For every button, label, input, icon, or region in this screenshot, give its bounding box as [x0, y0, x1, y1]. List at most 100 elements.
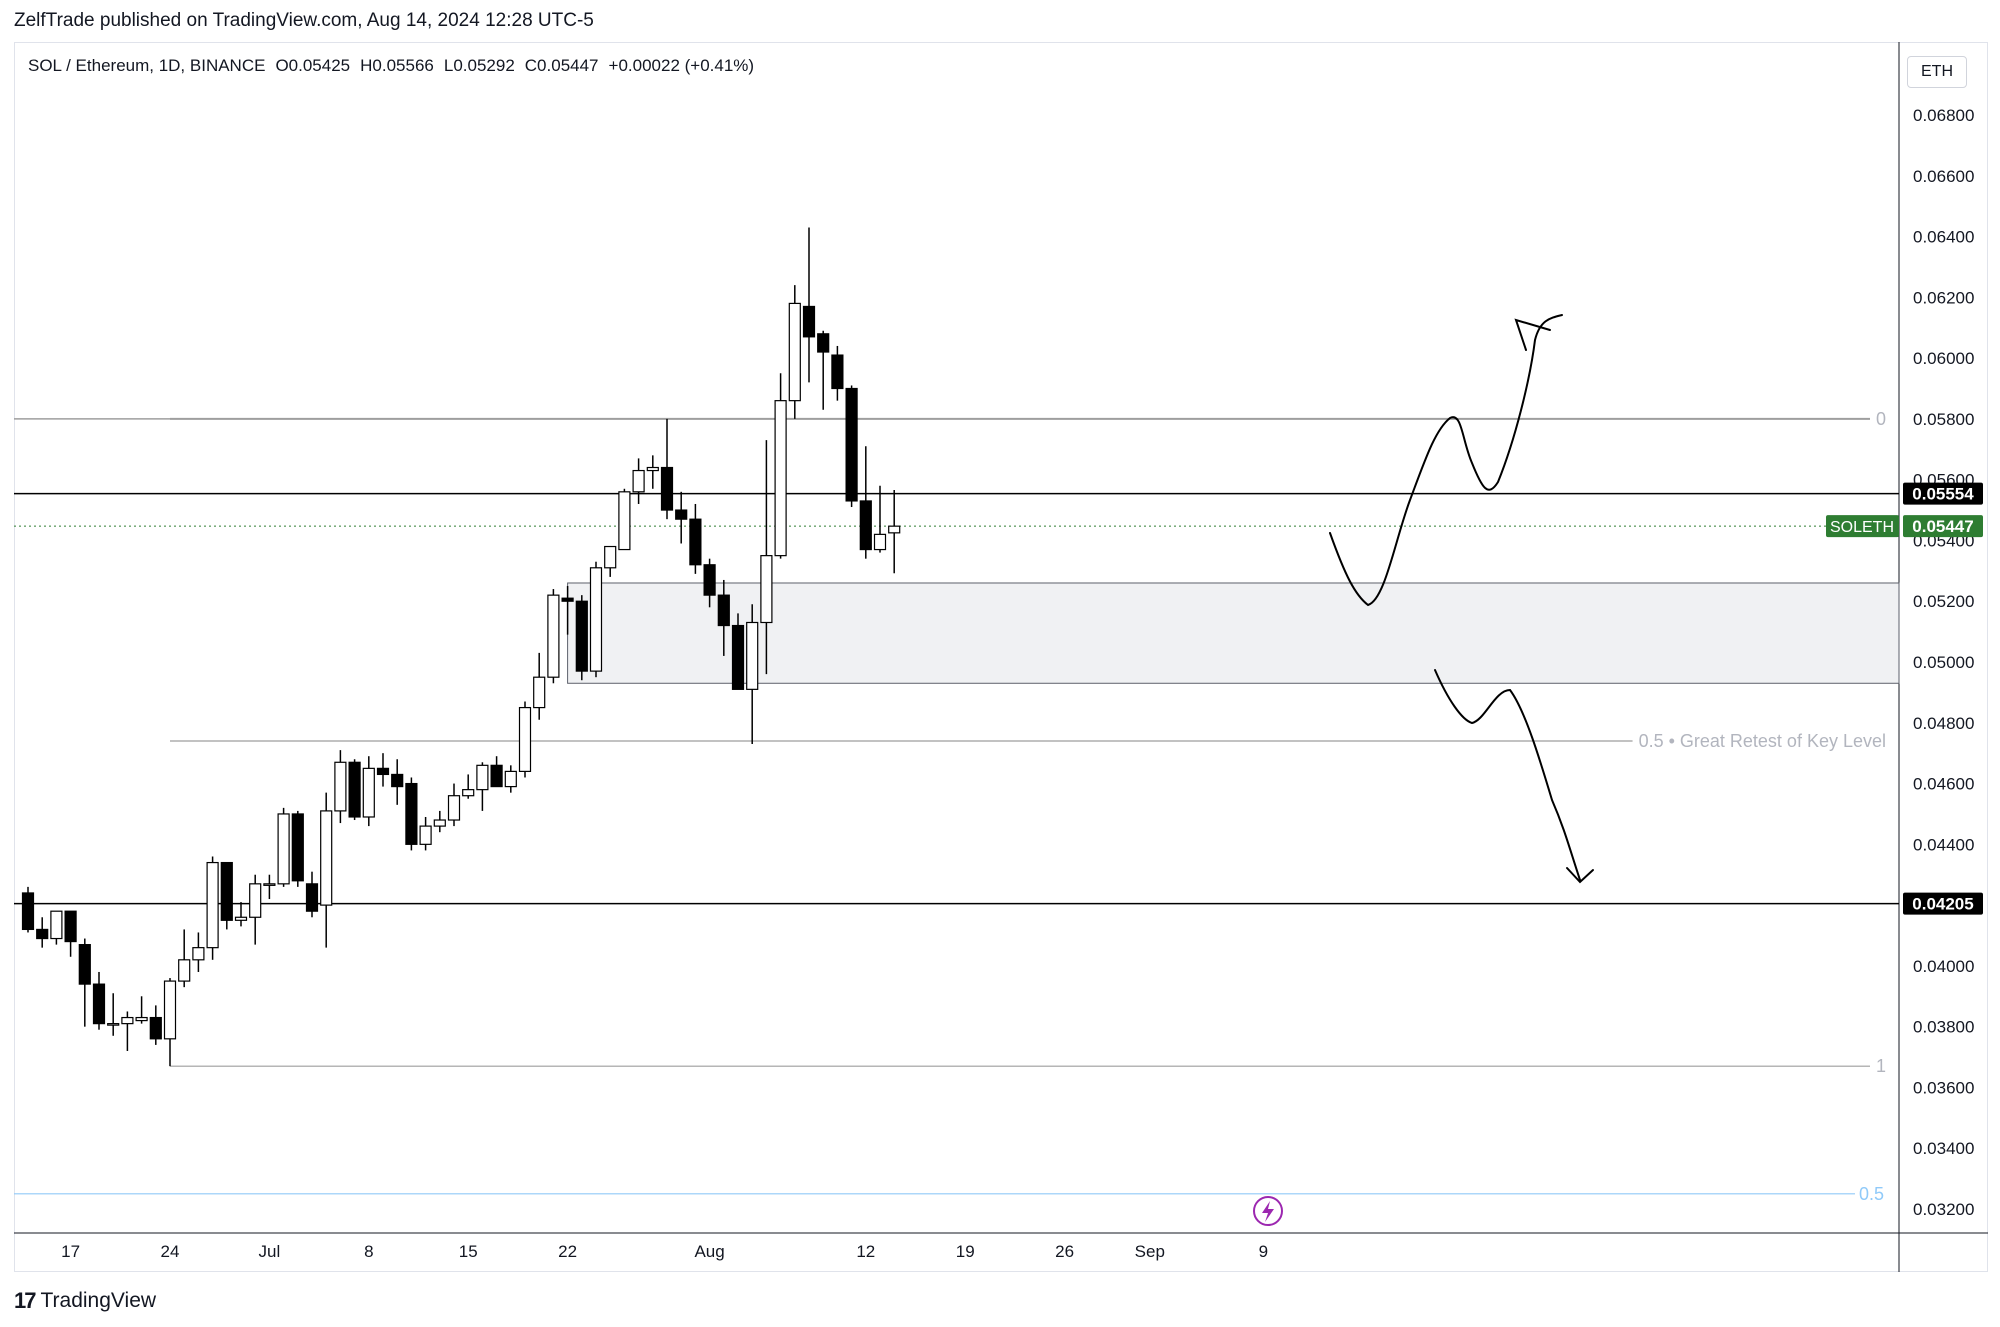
y-tick-label: 0.06400	[1913, 228, 1974, 247]
candle-body	[703, 564, 716, 596]
candle[interactable]	[533, 652, 546, 720]
candle-body	[447, 795, 461, 821]
candle[interactable]	[107, 993, 120, 1036]
y-tick-label: 0.04600	[1913, 775, 1974, 794]
candle[interactable]	[92, 971, 106, 1030]
y-tick-label: 0.06200	[1913, 288, 1974, 307]
lightning-icon[interactable]	[1253, 1196, 1283, 1226]
candle[interactable]	[859, 446, 872, 559]
candle-body	[135, 1016, 148, 1022]
candle[interactable]	[391, 759, 404, 805]
candle[interactable]	[50, 910, 63, 945]
candle[interactable]	[703, 558, 716, 608]
candle[interactable]	[419, 816, 432, 851]
candle-body	[831, 354, 844, 390]
candle[interactable]	[518, 701, 532, 778]
candle[interactable]	[888, 489, 901, 574]
candle[interactable]	[717, 579, 730, 656]
candle[interactable]	[433, 810, 446, 833]
candle[interactable]	[376, 753, 390, 787]
candle-body	[589, 567, 603, 672]
candle-body	[234, 916, 248, 921]
candle[interactable]	[135, 996, 148, 1024]
candle[interactable]	[64, 910, 77, 957]
candle[interactable]	[618, 488, 631, 551]
candle[interactable]	[291, 810, 304, 887]
candle-body	[92, 983, 106, 1025]
y-tick-label: 0.06600	[1913, 167, 1974, 186]
fib-level-label: 1	[1876, 1056, 1886, 1076]
x-tick-label: 19	[956, 1242, 975, 1261]
resistance-price-label-bg	[1903, 482, 1983, 505]
candle[interactable]	[462, 774, 475, 799]
candle[interactable]	[589, 561, 603, 678]
candle[interactable]	[831, 345, 844, 401]
candle-body	[433, 819, 446, 827]
candle[interactable]	[163, 978, 177, 1067]
candle[interactable]	[277, 807, 290, 887]
candle[interactable]	[234, 902, 248, 927]
x-tick-label: 24	[161, 1242, 180, 1261]
candle[interactable]	[447, 783, 461, 827]
candle-body	[50, 910, 63, 940]
candle[interactable]	[575, 595, 588, 681]
candle[interactable]	[220, 861, 233, 930]
candle[interactable]	[334, 750, 347, 824]
candle[interactable]	[178, 929, 191, 988]
candle[interactable]	[149, 1005, 162, 1045]
candle[interactable]	[21, 886, 35, 933]
candle-body	[462, 789, 475, 797]
candle-body	[107, 1023, 120, 1026]
candle[interactable]	[774, 373, 787, 559]
candle[interactable]	[206, 856, 219, 960]
candle[interactable]	[490, 756, 503, 788]
candle[interactable]	[320, 792, 333, 948]
candle[interactable]	[504, 765, 517, 793]
candle[interactable]	[746, 604, 759, 745]
candle[interactable]	[121, 1011, 134, 1051]
candle-body	[547, 594, 560, 678]
candle[interactable]	[78, 938, 91, 1027]
candle[interactable]	[731, 613, 745, 690]
candle-body	[817, 333, 830, 353]
candle[interactable]	[249, 874, 262, 945]
tradingview-brand[interactable]: 17 TradingView	[14, 1288, 156, 1314]
candle[interactable]	[802, 227, 816, 383]
candle[interactable]	[405, 777, 418, 851]
y-tick-label: 0.05200	[1913, 592, 1974, 611]
bearish-arrowhead	[1566, 867, 1594, 884]
candle[interactable]	[817, 330, 830, 410]
candle[interactable]	[476, 762, 489, 811]
lightning-icon-bolt	[1262, 1201, 1274, 1222]
candle-body	[746, 621, 759, 690]
candle[interactable]	[660, 418, 674, 520]
candle[interactable]	[760, 440, 773, 675]
candle[interactable]	[604, 545, 617, 577]
lower-fib-label: 0.5	[1859, 1184, 1884, 1204]
candle[interactable]	[646, 455, 659, 489]
candle[interactable]	[632, 458, 645, 504]
candle[interactable]	[348, 759, 361, 821]
candle[interactable]	[788, 285, 801, 419]
candle[interactable]	[873, 485, 887, 553]
candle[interactable]	[561, 586, 574, 635]
y-tick-label: 0.06000	[1913, 349, 1974, 368]
legend-symbol[interactable]: SOL / Ethereum, 1D, BINANCE	[28, 56, 266, 75]
candle[interactable]	[845, 385, 858, 508]
candle-body	[760, 555, 773, 624]
y-tick-label: 0.03600	[1913, 1078, 1974, 1097]
candle[interactable]	[263, 874, 276, 900]
candle[interactable]	[547, 589, 560, 684]
candle[interactable]	[689, 503, 702, 574]
candle[interactable]	[362, 756, 375, 827]
legend-close: C0.05447	[524, 56, 599, 75]
candle[interactable]	[36, 917, 49, 948]
candle[interactable]	[305, 871, 319, 918]
candle[interactable]	[675, 491, 688, 544]
candle-body	[391, 773, 404, 788]
currency-button[interactable]: ETH	[1907, 56, 1967, 88]
candle[interactable]	[192, 932, 205, 972]
y-tick-label: 0.04400	[1913, 835, 1974, 854]
symbol-tag: SOLETH	[1830, 519, 1894, 536]
